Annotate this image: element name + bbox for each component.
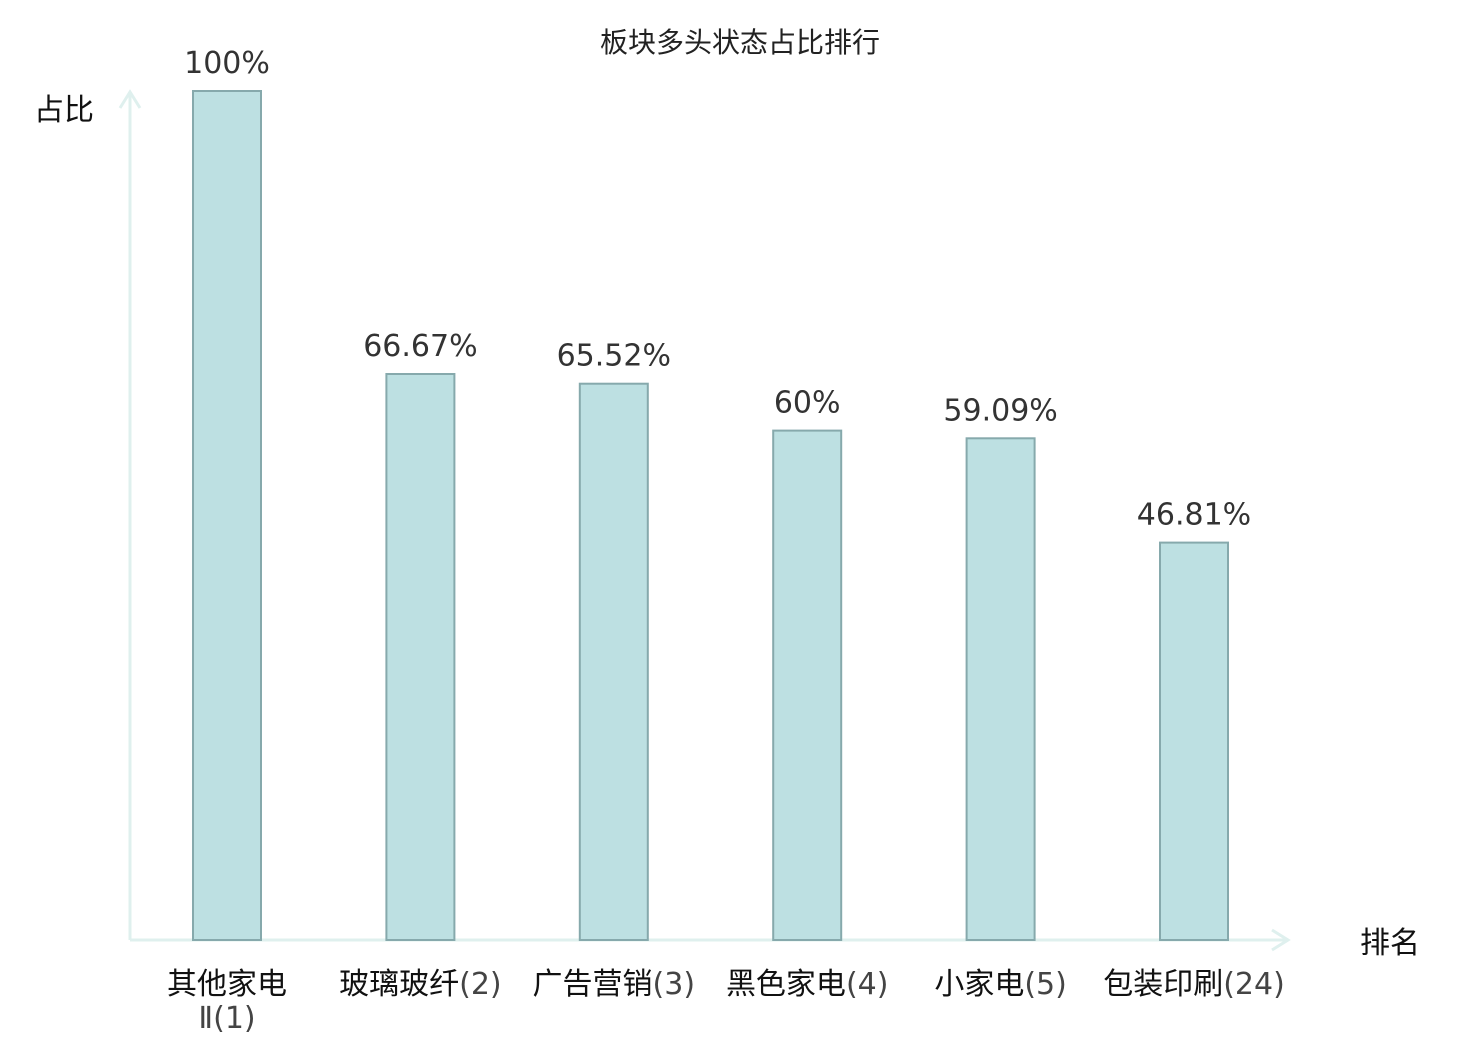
category-rank: (2) — [459, 967, 502, 1002]
bar-value-label: 46.81% — [1137, 498, 1251, 533]
category-name: 广告营销 — [533, 967, 653, 1002]
bar — [385, 373, 456, 941]
bar-value-label: 59.09% — [943, 393, 1057, 428]
bars-group: 100% 其他家电 Ⅱ(1) 66.67% 玻璃玻纤(2) 65.52% 广告营销(3) 60… — [167, 46, 1285, 1036]
bar-value-label: 66.67% — [363, 329, 477, 364]
bar — [772, 429, 843, 941]
bar — [578, 382, 649, 941]
category-label: 其他家电 Ⅱ(1) — [167, 967, 287, 1036]
category-label: 玻璃玻纤(2) — [339, 967, 502, 1002]
y-axis-label: 占比 — [34, 93, 94, 128]
bar-value-label: 65.52% — [557, 339, 671, 374]
bar-value-label: 100% — [184, 46, 270, 81]
category-label: 小家电(5) — [934, 967, 1067, 1002]
bar — [965, 437, 1036, 941]
category-label: 黑色家电(4) — [726, 967, 889, 1002]
category-rank: (4) — [846, 967, 889, 1002]
category-name: 小家电 — [934, 967, 1024, 1002]
category-name: 玻璃玻纤 — [339, 967, 459, 1002]
bar — [1159, 541, 1229, 941]
category-label: 包装印刷(24) — [1103, 967, 1285, 1002]
bar-value-label: 60% — [774, 386, 841, 421]
category-name: 其他家电 — [167, 967, 287, 1002]
category-rank: Ⅱ(1) — [198, 1001, 255, 1036]
bar — [192, 90, 262, 941]
category-label: 广告营销(3) — [533, 967, 696, 1002]
category-rank: (5) — [1024, 967, 1067, 1002]
category-rank: (24) — [1223, 967, 1285, 1002]
x-axis-label: 排名 — [1360, 926, 1420, 961]
chart-title: 板块多头状态占比排行 — [600, 26, 880, 59]
category-rank: (3) — [653, 967, 696, 1002]
x-axis-arrow — [1271, 928, 1291, 952]
category-name: 黑色家电 — [726, 967, 846, 1002]
category-name: 包装印刷 — [1103, 967, 1223, 1002]
y-axis-arrow — [118, 89, 142, 109]
